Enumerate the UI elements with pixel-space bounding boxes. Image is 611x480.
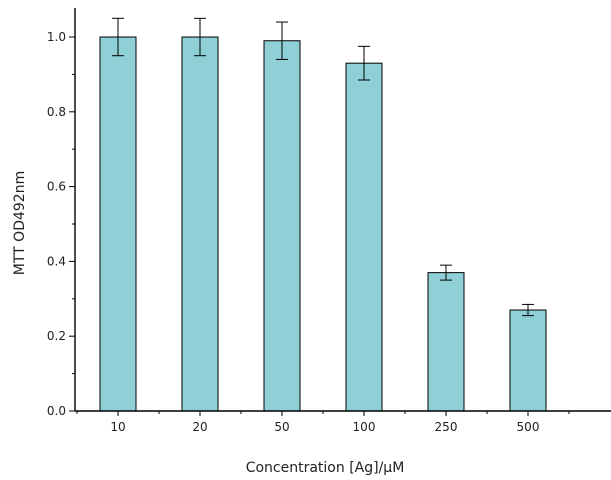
bar-50 xyxy=(263,40,301,412)
x-axis-label: Concentration [Ag]/µM xyxy=(246,460,405,476)
y-tick-label: 0.2 xyxy=(47,329,66,343)
y-tick-label: 0.4 xyxy=(47,254,66,268)
y-axis-label: MTT OD492nm xyxy=(12,171,28,275)
bars xyxy=(99,36,547,412)
error-bar-20 xyxy=(194,17,206,57)
bar-10 xyxy=(99,36,137,412)
error-bar-500 xyxy=(522,303,534,317)
error-bar-100 xyxy=(358,45,370,81)
x-tick-label: 100 xyxy=(353,420,376,434)
y-tick-label: 1.0 xyxy=(47,30,66,44)
y-tick-label: 0.6 xyxy=(47,180,66,194)
x-tick-label: 10 xyxy=(110,420,125,434)
axes xyxy=(74,8,611,412)
error-bar-10 xyxy=(112,17,124,57)
y-ticks: 0.0 0.2 0.4 0.6 0.8 1.0 xyxy=(47,30,75,418)
y-tick-label: 0.8 xyxy=(47,105,66,119)
bar-500 xyxy=(509,309,547,412)
y-tick-label: 0.0 xyxy=(47,404,66,418)
x-tick-label: 50 xyxy=(274,420,289,434)
bar-20 xyxy=(181,36,219,412)
error-bar-50 xyxy=(276,21,288,60)
error-bar-250 xyxy=(440,264,452,281)
x-ticks: 10 20 50 100 250 500 xyxy=(76,411,570,434)
bar-100 xyxy=(345,62,383,412)
x-tick-label: 20 xyxy=(192,420,207,434)
bar-250 xyxy=(427,272,465,412)
error-bars xyxy=(112,17,534,317)
x-tick-label: 500 xyxy=(517,420,540,434)
x-tick-label: 250 xyxy=(435,420,458,434)
